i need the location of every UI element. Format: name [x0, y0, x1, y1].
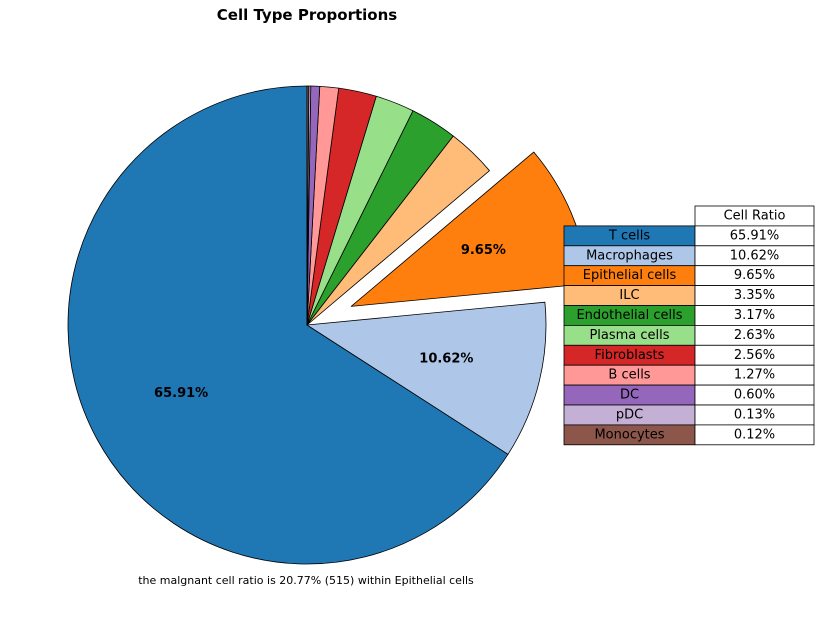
table-value-macrophages: 10.62%: [730, 248, 780, 263]
table-row-label-plasma-cells: Plasma cells: [589, 328, 669, 343]
table-row-label-fibroblasts: Fibroblasts: [595, 348, 665, 363]
table-value-cell-monocytes: [694, 424, 815, 446]
table-row-label-epithelial-cells: Epithelial cells: [583, 268, 677, 283]
table-row-label-pdc: pDC: [616, 407, 643, 422]
table-value-plasma-cells: 2.63%: [734, 328, 775, 343]
pie-slice-monocytes: [306, 85, 310, 326]
table-row-label-monocytes: Monocytes: [594, 427, 664, 442]
table-row-label-dc: DC: [620, 388, 639, 403]
table-value-dc: 0.60%: [734, 388, 775, 403]
table-value-pdc: 0.13%: [734, 407, 775, 422]
table-row-label-ilc: ILC: [619, 288, 639, 303]
table-value-fibroblasts: 2.56%: [734, 348, 775, 363]
table-row-label-t-cells: T cells: [608, 228, 650, 243]
table-value-epithelial-cells: 9.65%: [734, 268, 775, 283]
pie-label-macrophages: 10.62%: [419, 351, 473, 366]
table-row-label-macrophages: Macrophages: [586, 248, 673, 263]
table-row-label-endothelial-cells: Endothelial cells: [576, 308, 682, 323]
table-value-b-cells: 1.27%: [734, 368, 775, 383]
chart-title: Cell Type Proportions: [217, 6, 397, 24]
table-value-ilc: 3.35%: [734, 288, 775, 303]
malignant-ratio-note: the malgnant cell ratio is 20.77% (515) …: [138, 574, 474, 587]
pie-label-t-cells: 65.91%: [154, 386, 208, 401]
table-column-header: Cell Ratio: [724, 208, 786, 223]
pie-slices: [67, 85, 590, 565]
cell-ratio-table: Cell Ratio T cells 65.91% Macrophages 10.62%…: [563, 205, 815, 446]
pie-slice-t-cells: [67, 85, 509, 565]
table-row-label-b-cells: B cells: [608, 368, 650, 383]
pie-value-labels: 65.91% 10.62% 9.65%: [154, 243, 506, 401]
table-value-monocytes: 0.12%: [734, 427, 775, 442]
table-value-endothelial-cells: 3.17%: [734, 308, 775, 323]
pie-slice-macrophages: [306, 301, 547, 455]
table-value-t-cells: 65.91%: [730, 228, 780, 243]
pie-label-epithelial-cells: 9.65%: [461, 243, 506, 258]
